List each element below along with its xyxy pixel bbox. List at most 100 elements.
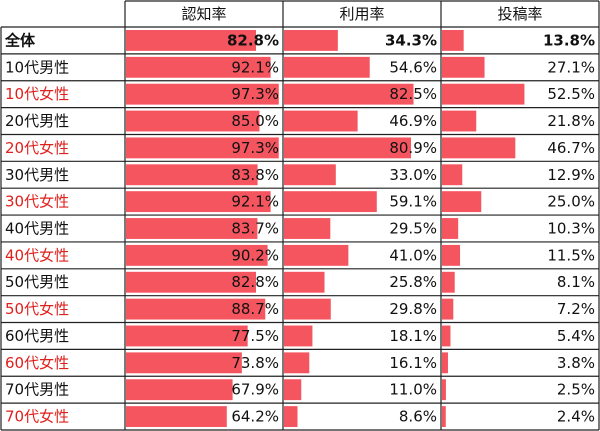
value-bar (442, 137, 516, 159)
row-label: 40代女性 (5, 246, 69, 264)
value-bar (126, 325, 248, 347)
value-label: 29.8% (389, 300, 437, 318)
value-bar (126, 271, 256, 293)
value-bar (126, 110, 260, 132)
value-bar (284, 30, 338, 51)
value-bar (126, 352, 242, 374)
value-label: 85.0% (231, 112, 279, 130)
value-bar (442, 191, 482, 213)
row-label: 50代女性 (5, 300, 69, 318)
value-bar (284, 271, 325, 293)
value-label: 7.2% (557, 300, 595, 318)
row-label: 40代男性 (5, 220, 69, 238)
value-bar (284, 244, 349, 266)
column-header: 投稿率 (497, 5, 542, 23)
value-bar (442, 218, 459, 239)
value-label: 82.5% (389, 85, 437, 103)
value-bar (284, 406, 298, 427)
value-bar (126, 83, 279, 105)
row-label: 10代女性 (5, 85, 69, 103)
value-bar (442, 271, 455, 293)
value-label: 3.8% (557, 354, 595, 372)
row-label: 30代男性 (5, 166, 69, 184)
value-bar (284, 137, 412, 159)
value-label: 34.3% (385, 31, 437, 49)
value-bar (442, 244, 461, 266)
value-label: 25.0% (547, 193, 595, 211)
value-bar (442, 56, 485, 78)
value-bar (126, 379, 233, 401)
column-header: 利用率 (339, 5, 384, 23)
value-label: 18.1% (389, 327, 437, 345)
value-label: 5.4% (557, 327, 595, 345)
row-label: 20代女性 (5, 139, 69, 157)
row-label: 10代男性 (5, 58, 69, 76)
value-label: 64.2% (231, 408, 279, 426)
value-bar (126, 56, 271, 78)
value-label: 80.9% (389, 139, 437, 157)
value-label: 83.8% (231, 166, 279, 184)
value-label: 83.7% (231, 220, 279, 238)
value-bar (126, 244, 268, 266)
value-bar (442, 406, 446, 427)
value-bar (126, 406, 227, 427)
value-label: 25.8% (389, 273, 437, 291)
value-label: 16.1% (389, 354, 437, 372)
value-label: 59.1% (389, 193, 437, 211)
value-label: 90.2% (231, 246, 279, 264)
value-label: 12.9% (547, 166, 595, 184)
row-label: 70代男性 (5, 381, 69, 399)
value-bar (284, 191, 377, 213)
value-label: 11.0% (389, 381, 437, 399)
value-bar (284, 56, 370, 78)
value-label: 8.6% (399, 408, 437, 426)
value-label: 46.7% (547, 139, 595, 157)
value-label: 10.3% (547, 220, 595, 238)
value-label: 97.3% (231, 139, 279, 157)
value-label: 13.8% (543, 31, 595, 49)
value-bar (126, 218, 258, 239)
value-bar (442, 325, 451, 347)
row-label: 60代男性 (5, 327, 69, 345)
value-bar (284, 325, 313, 347)
value-label: 29.5% (389, 220, 437, 238)
value-bar (126, 164, 258, 186)
value-label: 2.4% (557, 408, 595, 426)
value-bar (442, 164, 463, 186)
value-bar (442, 83, 525, 105)
value-bar (284, 352, 310, 374)
value-label: 77.5% (231, 327, 279, 345)
value-bar (126, 191, 271, 213)
value-label: 8.1% (557, 273, 595, 291)
value-bar (126, 30, 256, 51)
value-label: 46.9% (389, 112, 437, 130)
value-label: 92.1% (231, 193, 279, 211)
value-bar (284, 298, 331, 320)
value-label: 92.1% (231, 58, 279, 76)
value-label: 82.8% (231, 273, 279, 291)
value-label: 73.8% (231, 354, 279, 372)
value-label: 82.8% (227, 31, 279, 49)
row-label: 20代男性 (5, 112, 69, 130)
value-label: 97.3% (231, 85, 279, 103)
value-bar (442, 379, 446, 401)
value-bar (284, 164, 336, 186)
value-label: 21.8% (547, 112, 595, 130)
value-label: 52.5% (547, 85, 595, 103)
value-label: 27.1% (547, 58, 595, 76)
row-label: 全体 (4, 31, 36, 49)
value-bar (284, 110, 358, 132)
value-bar (284, 379, 302, 401)
row-label: 50代男性 (5, 273, 69, 291)
row-label: 60代女性 (5, 354, 69, 372)
value-label: 67.9% (231, 381, 279, 399)
value-bar (284, 83, 414, 105)
row-label: 70代女性 (5, 408, 69, 426)
value-label: 88.7% (231, 300, 279, 318)
value-label: 11.5% (547, 246, 595, 264)
value-label: 54.6% (389, 58, 437, 76)
value-label: 33.0% (389, 166, 437, 184)
value-label: 41.0% (389, 246, 437, 264)
value-bar (442, 298, 454, 320)
